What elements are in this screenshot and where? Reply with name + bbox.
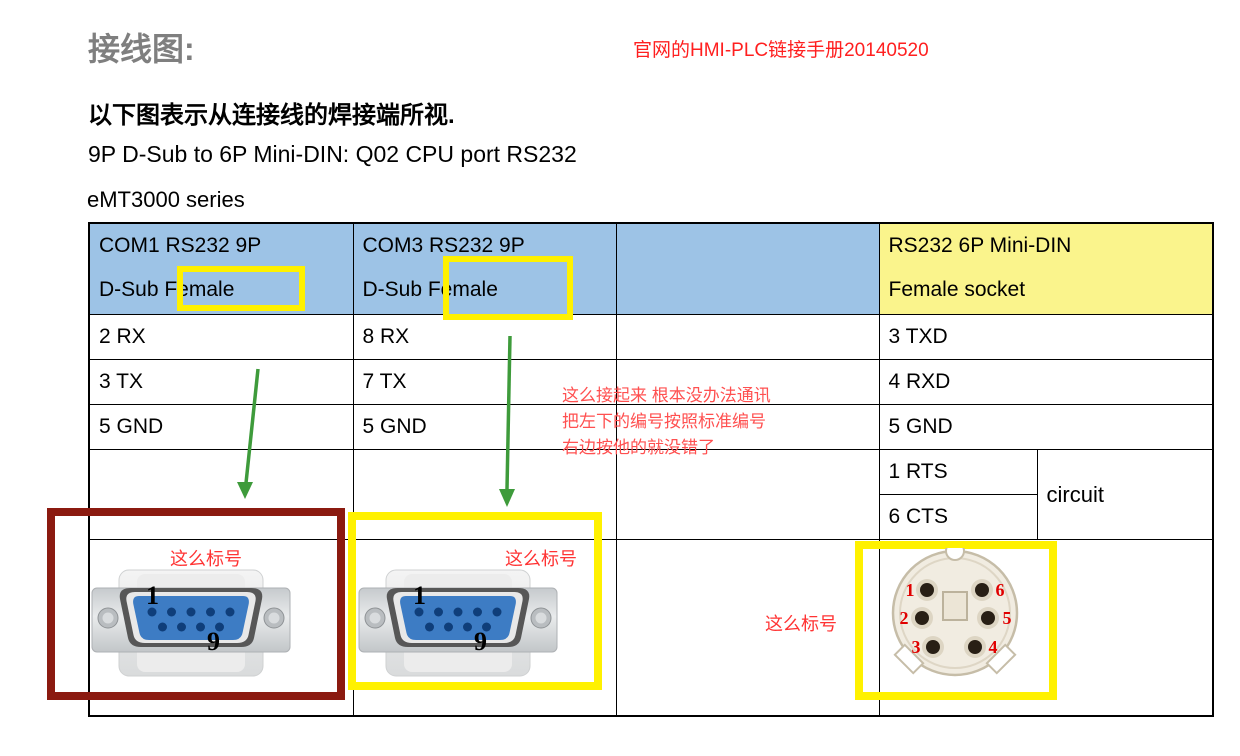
header-com3: COM3 RS232 9P D-Sub Female: [352, 222, 617, 315]
cell-minidin-gnd: 5 GND: [878, 404, 1214, 450]
cell-minidin-txd: 3 TXD: [878, 314, 1214, 360]
wiring-problem-note-line2: 把左下的编号按照标准编号: [562, 412, 766, 431]
highlight-box-minidin: [855, 541, 1057, 700]
header-com3-line2: D-Sub Female: [362, 278, 498, 301]
cell-com1-tx: 3 TX: [88, 359, 354, 405]
subtitle-chinese: 以下图表示从连接线的焊接端所视.: [88, 102, 455, 129]
subtitle-series: eMT3000 series: [87, 187, 245, 212]
cell-image-note: [615, 539, 880, 717]
table-row-rts: 1 RTS circuit: [88, 449, 1214, 540]
highlight-box-dsub-com3: [348, 512, 602, 690]
cell-minidin-rxd: 4 RXD: [878, 359, 1214, 405]
page-title: 接线图:: [88, 31, 195, 67]
header-com3-line1: COM3 RS232 9P: [362, 234, 525, 257]
cell-circuit: circuit: [1036, 449, 1214, 540]
table-row-cts: 6 CTS: [89, 494, 1213, 540]
numbering-note-com3: 这么标号: [505, 549, 577, 569]
header-minidin: RS232 6P Mini-DIN Female socket: [878, 222, 1214, 315]
header-minidin-line2: Female socket: [888, 278, 1026, 301]
cell-blank-5: [352, 449, 617, 540]
table-header-row: COM1 RS232 9P D-Sub Female COM3 RS232 9P…: [88, 222, 1214, 315]
table-row-gnd: 5 GND 5 GND 5 GND: [88, 404, 1214, 450]
highlight-box-female-com1: [177, 266, 305, 311]
highlight-box-female-com3: [443, 256, 573, 320]
table-row-rx: 2 RX 8 RX 3 TXD: [88, 314, 1214, 360]
cell-com1-rx: 2 RX: [88, 314, 354, 360]
wiring-problem-note: 这么接起来 根本没办法通讯 把左下的编号按照标准编号 右边按他的就没错了: [562, 383, 771, 461]
cell-com3-rx: 8 RX: [352, 314, 617, 360]
wiring-problem-note-line3: 右边按他的就没错了: [562, 438, 715, 457]
numbering-note-minidin: 这么标号: [765, 614, 837, 634]
cell-blank-1: [615, 314, 880, 360]
cell-minidin-rts: 1 RTS: [878, 449, 1038, 495]
cell-blank-2: [615, 359, 880, 405]
cell-com3-tx: 7 TX: [352, 359, 617, 405]
cell-blank-6: [615, 449, 880, 540]
table-row-tx: 3 TX 7 TX 4 RXD: [88, 359, 1214, 405]
numbering-note-com1: 这么标号: [170, 549, 242, 569]
header-com1-line2: D-Sub Female: [99, 278, 235, 301]
manual-version-note: 官网的HMI-PLC链接手册20140520: [633, 40, 929, 61]
cell-minidin-cts: 6 CTS: [878, 494, 1038, 540]
maroon-box-dsub-com1: [47, 508, 345, 700]
wiring-problem-note-line1: 这么接起来 根本没办法通讯: [562, 386, 771, 405]
cell-blank-4: [88, 449, 354, 540]
header-minidin-line1: RS232 6P Mini-DIN: [888, 234, 1072, 257]
header-com1-line1: COM1 RS232 9P: [99, 234, 262, 257]
header-empty: [615, 222, 880, 315]
subtitle-cable-spec: 9P D-Sub to 6P Mini-DIN: Q02 CPU port RS…: [88, 141, 577, 167]
cell-com1-gnd: 5 GND: [88, 404, 354, 450]
